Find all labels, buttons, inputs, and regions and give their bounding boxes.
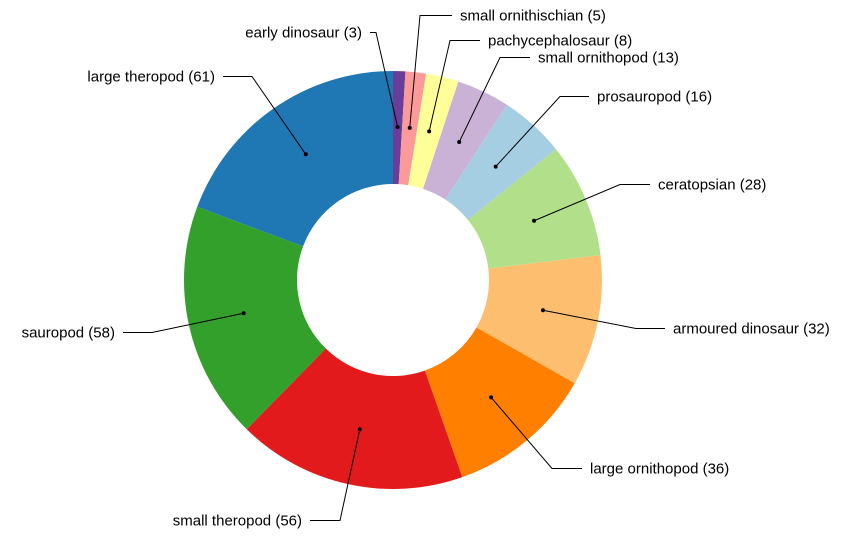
slices-layer	[183, 70, 602, 489]
slice-label-small-ornithopod: small ornithopod (13)	[538, 49, 679, 66]
slice-label-ceratopsian: ceratopsian (28)	[658, 176, 766, 193]
slice-label-armoured-dinosaur: armoured dinosaur (32)	[673, 320, 830, 337]
slice-ceratopsian	[467, 149, 601, 269]
leader-line-ceratopsian	[533, 184, 650, 222]
slice-small-ornithopod	[423, 81, 507, 200]
slice-label-small-ornithischian: small ornithischian (5)	[460, 7, 606, 24]
slice-small-ornithischian	[398, 71, 427, 186]
leader-dot-early-dinosaur	[395, 125, 400, 130]
leader-line-large-theropod	[223, 76, 307, 155]
slice-label-early-dinosaur: early dinosaur (3)	[245, 24, 362, 41]
slice-label-pachycephalosaur: pachycephalosaur (8)	[488, 32, 632, 49]
slice-small-theropod	[246, 348, 463, 489]
leader-line-small-theropod	[310, 429, 361, 521]
slice-label-prosauropod: prosauropod (16)	[597, 88, 712, 105]
labels-layer: early dinosaur (3) small ornithischian (5…	[22, 7, 830, 529]
slice-label-large-ornithopod: large ornithopod (36)	[590, 460, 729, 477]
leader-line-pachycephalosaur	[428, 40, 480, 132]
leader-line-small-ornithopod	[458, 57, 530, 143]
leader-line-early-dinosaur	[370, 32, 399, 128]
slice-label-sauropod: sauropod (58)	[22, 324, 115, 341]
slice-pachycephalosaur	[408, 73, 459, 189]
slice-label-small-theropod: small theropod (56)	[173, 512, 302, 529]
leader-line-small-ornithischian	[409, 15, 452, 128]
leader-line-armoured-dinosaur	[542, 309, 665, 329]
leader-line-sauropod	[123, 312, 244, 333]
leader-line-large-ornithopod	[490, 397, 582, 469]
leaders-layer	[123, 15, 665, 521]
slice-sauropod	[183, 206, 326, 430]
slice-prosauropod	[445, 104, 557, 220]
slice-label-large-theropod: large theropod (61)	[87, 68, 215, 85]
slice-large-theropod	[197, 71, 393, 247]
leader-line-prosauropod	[495, 96, 589, 167]
slice-armoured-dinosaur	[476, 255, 602, 384]
slice-large-ornithopod	[424, 327, 575, 478]
